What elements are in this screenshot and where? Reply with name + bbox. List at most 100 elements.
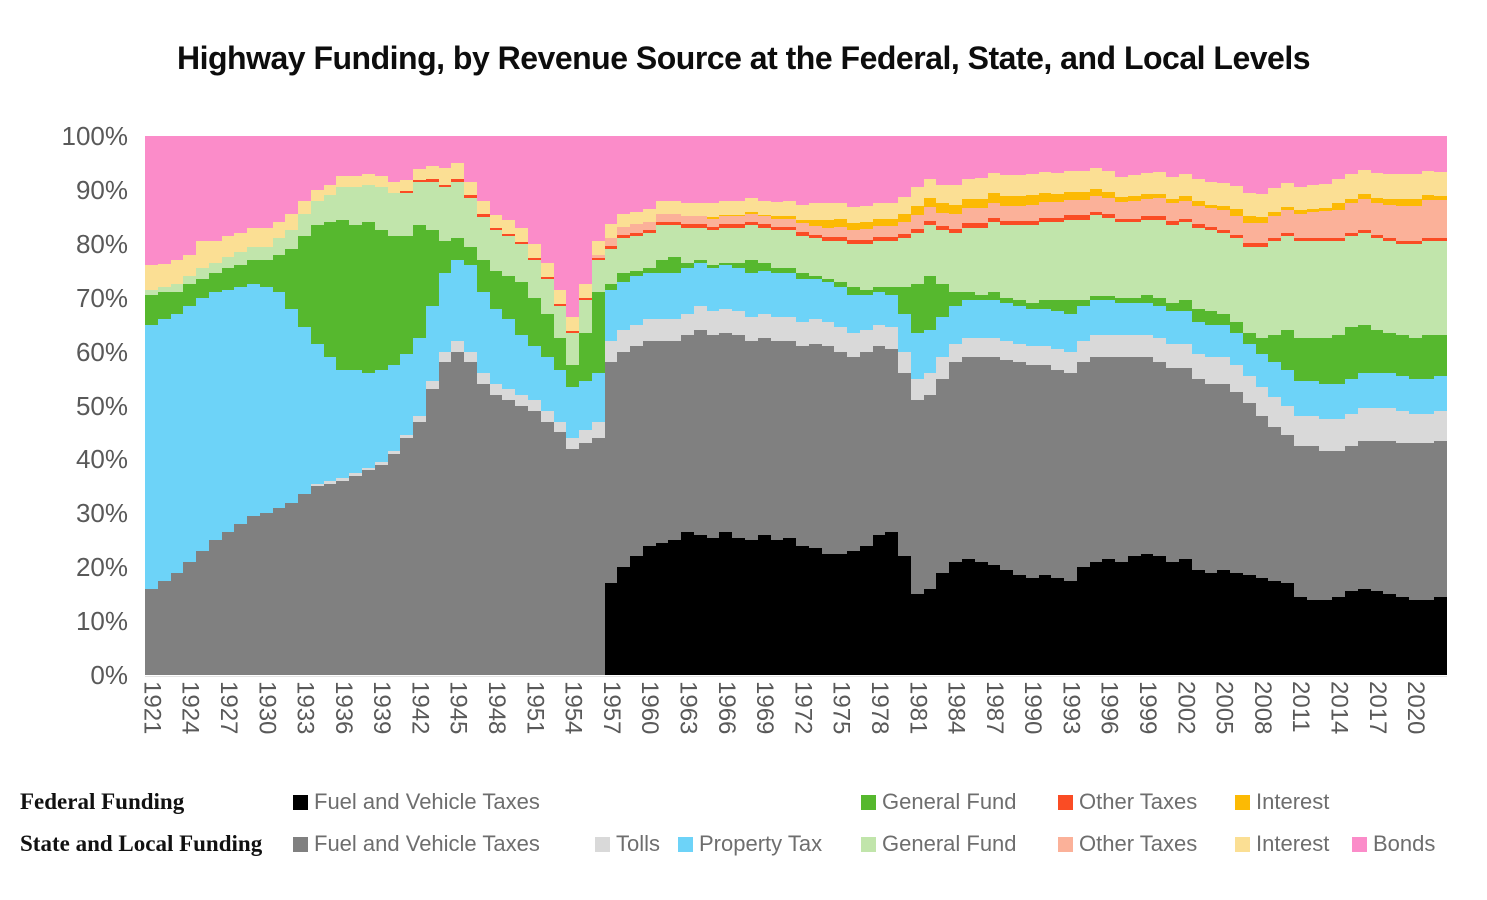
bar-segment [259,227,273,247]
bar-segment [847,286,860,296]
bar-segment [1357,229,1371,234]
bar-segment [515,136,528,228]
bar-segment [732,227,745,263]
bar-segment [285,214,299,231]
bar-segment [1268,136,1282,189]
bar-segment [770,216,784,219]
bar-segment [706,230,720,266]
bar-segment [706,217,720,220]
bar-segment [1166,202,1180,222]
bar-segment [1076,219,1090,301]
bar-segment [1396,136,1409,174]
bar-segment [872,136,886,203]
bar-segment [425,305,439,382]
bar-segment [285,502,299,675]
bar-segment [566,330,580,333]
bar-segment [1332,335,1345,384]
bar-segment [553,303,567,306]
bar-segment [923,276,937,331]
bar-segment [451,181,465,239]
bar-segment [1242,246,1256,333]
bar-segment [272,238,286,255]
bar-segment [808,136,822,204]
bar-segment [591,241,605,256]
bar-segment [540,278,554,314]
bar-column [1332,136,1345,675]
bar-segment [1408,599,1422,675]
bar-column [515,136,528,675]
x-axis-tick-label: 1981 [904,681,932,735]
y-axis-tick-label: 100% [61,121,129,151]
bar-segment [719,308,733,333]
bar-segment [1293,416,1307,446]
bar-segment [400,435,414,438]
bar-segment [1051,136,1065,173]
bar-segment [630,136,643,212]
bar-segment [936,378,950,573]
y-axis-tick-label: 40% [75,444,128,475]
bar-segment [604,284,618,290]
x-axis-tick-label: 1987 [980,681,1008,735]
bar-segment [655,224,669,260]
bar-segment [655,136,669,201]
bar-segment [1179,300,1192,312]
bar-segment [1421,599,1435,675]
bar-segment [1370,440,1384,592]
bar-segment [923,373,937,395]
bar-segment [770,226,784,231]
bar-column [285,136,299,675]
bar-segment [770,230,784,269]
bar-segment [1000,195,1014,206]
bar-segment [1396,205,1409,241]
bar-segment [1115,357,1128,562]
bar-segment [1089,300,1103,336]
bar-segment [413,168,426,180]
bar-segment [987,357,1001,565]
bar-segment [821,219,835,228]
bar-segment [987,338,1001,358]
bar-segment [962,357,975,560]
bar-segment [693,262,707,306]
legend-item: Tolls [595,831,660,857]
bar-segment [515,281,528,336]
bar-segment [744,212,758,214]
bar-segment [1051,577,1065,675]
bar-segment [208,241,222,263]
legend-item-label: Other Taxes [1079,789,1198,814]
bar-segment [885,136,899,203]
bar-segment [1140,303,1154,336]
bar-segment [310,224,324,344]
bar-segment [579,300,592,333]
bar-segment [1025,174,1039,196]
bar-segment [1408,205,1422,241]
bar-segment [668,340,682,541]
bar-segment [808,219,822,227]
bar-segment [949,292,962,306]
bar-segment [374,370,388,463]
bar-segment [1255,577,1269,675]
bar-segment [323,480,337,484]
bar-column [706,136,720,675]
bar-segment [872,324,886,347]
bar-segment [630,224,643,233]
bar-segment [1319,451,1333,600]
bar-segment [1051,222,1065,301]
bar-column [1230,136,1243,675]
bar-segment [349,472,363,476]
bar-segment [1140,194,1154,199]
bar-segment [1408,136,1422,174]
bar-segment [1217,183,1231,206]
bar-segment [1408,243,1422,339]
bar-segment [451,351,465,675]
bar-column [974,136,988,675]
bar-segment [898,351,911,374]
bar-segment [936,316,950,358]
bar-column [1268,136,1282,675]
bar-segment [157,264,171,287]
bar-segment [796,235,809,274]
bar-segment [1204,181,1218,205]
bar-segment [540,357,554,411]
bar-segment [298,214,311,236]
bar-segment [553,136,567,290]
bar-segment [642,340,656,546]
